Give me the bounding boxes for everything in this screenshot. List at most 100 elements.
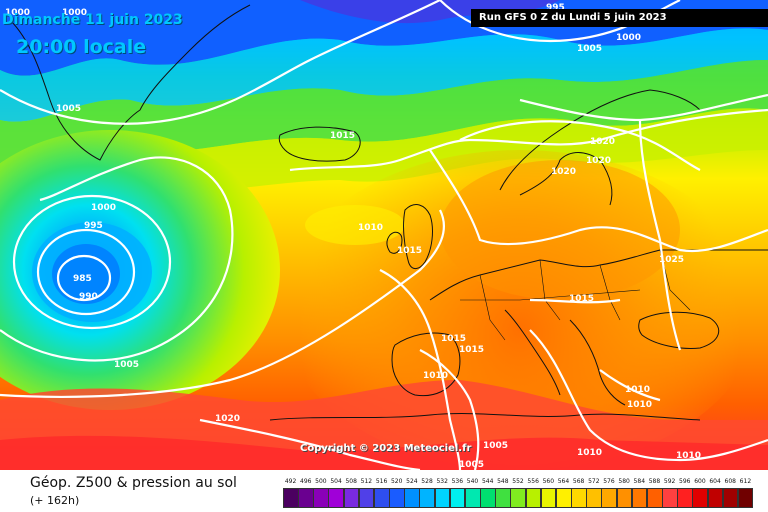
scale-swatch [646, 488, 663, 508]
scale-tick-label: 580 [618, 478, 630, 485]
scale-swatch [631, 488, 648, 508]
scale-swatch [540, 488, 557, 508]
scale-swatch [662, 488, 678, 508]
legend-title: Géop. Z500 & pression au sol [30, 475, 237, 491]
scale-tick-label: 548 [497, 478, 509, 485]
scale-swatch [358, 488, 375, 508]
coastlines [9, 4, 768, 421]
scale-swatch [389, 488, 405, 508]
isobar-label: 1015 [397, 246, 422, 256]
isobar-label: 1025 [659, 255, 684, 265]
scale-tick-label: 528 [421, 478, 433, 485]
isobar-label: 995 [546, 3, 565, 13]
forecast-date: Dimanche 11 juin 2023 [2, 12, 183, 28]
scale-tick-label: 576 [603, 478, 615, 485]
scale-swatch [707, 488, 724, 508]
scale-tick-label: 536 [451, 478, 464, 485]
isobar-label: 1000 [5, 8, 30, 18]
scale-tick-label: 496 [300, 478, 312, 485]
scale-tick-label: 512 [360, 478, 373, 485]
scale-swatch [616, 488, 633, 508]
isobar-label: 1015 [441, 334, 466, 344]
scale-swatch [298, 488, 314, 508]
isobar-label: 1020 [215, 414, 240, 424]
isobar-label: 1005 [577, 44, 602, 54]
scale-swatch [343, 488, 360, 508]
scale-tick-label: 524 [406, 478, 418, 485]
isobar-label: 1005 [459, 460, 484, 470]
scale-tick-label: 568 [572, 478, 585, 485]
color-scale: 492 496 500 504 508 512 516 520 524 528 532 536 540 5… [283, 478, 754, 512]
scale-tick-label: 584 [633, 478, 646, 485]
scale-tick-label: 588 [648, 478, 661, 485]
legend-bar: Géop. Z500 & pression au sol (+ 162h) 49… [0, 470, 768, 512]
legend-subtitle: (+ 162h) [30, 494, 80, 507]
scale-swatch [677, 488, 693, 508]
scale-swatch [449, 488, 466, 508]
isobar-label: 1010 [358, 223, 383, 233]
isobar-label: 1015 [330, 131, 355, 141]
scale-swatch [328, 488, 345, 508]
scale-swatch [510, 488, 527, 508]
isobar-label: 1020 [590, 137, 615, 147]
scale-tick-label: 520 [390, 478, 403, 485]
scale-tick-label: 516 [375, 478, 388, 485]
isobar-label: 1005 [483, 441, 508, 451]
scale-tick-label: 608 [724, 478, 736, 485]
scale-tick-label: 504 [330, 478, 342, 485]
isobars [0, 0, 768, 470]
model-run-label: Run GFS 0 Z du Lundi 5 juin 2023 [471, 9, 768, 27]
scale-swatch [434, 488, 451, 508]
scale-swatch [692, 488, 708, 508]
scale-swatch [571, 488, 587, 508]
scale-tick-label: 532 [436, 478, 448, 485]
scale-swatch [555, 488, 572, 508]
isobar-label: 1005 [56, 104, 81, 114]
isobar-label: 1000 [91, 203, 116, 213]
isobar-label: 1010 [625, 385, 650, 395]
isobar-label: 1010 [676, 451, 701, 461]
scale-tick-label: 492 [284, 478, 297, 485]
scale-swatch [586, 488, 602, 508]
isobar-label: 985 [73, 274, 92, 284]
forecast-time: 20:00 locale [16, 36, 147, 58]
copyright-notice: Copyright © 2023 Meteociel.fr [300, 443, 472, 454]
scale-swatch [419, 488, 436, 508]
scale-tick-label: 604 [709, 478, 721, 485]
isobar-label: 1010 [577, 448, 602, 458]
scale-swatch [373, 488, 390, 508]
weather-map: 1000 1000 995 1005 1000 1005 1015 1020 1020 1020 1… [0, 0, 768, 470]
isobar-label: 1015 [459, 345, 484, 355]
scale-swatch [737, 488, 754, 508]
scale-tick-label: 552 [512, 478, 524, 485]
isobar-label: 1020 [586, 156, 611, 166]
isobar-label: 1015 [569, 294, 594, 304]
scale-swatch [283, 488, 299, 508]
scale-tick-label: 544 [481, 478, 494, 485]
isobar-label: 1000 [616, 33, 641, 43]
scale-tick-label: 556 [527, 478, 539, 485]
scale-tick-label: 540 [466, 478, 479, 485]
scale-swatch [313, 488, 329, 508]
scale-tick-label: 600 [694, 478, 706, 485]
scale-tick-label: 564 [557, 478, 570, 485]
scale-swatch [464, 488, 481, 508]
pressure-labels: 1000 1000 995 1005 1000 1005 1015 1020 1020 1020 1… [5, 3, 701, 470]
scale-tick-label: 592 [663, 478, 676, 485]
scale-swatch [495, 488, 511, 508]
scale-tick-label: 596 [679, 478, 691, 485]
geopotential-field: 1000 1000 995 1005 1000 1005 1015 1020 1020 1020 1… [0, 0, 768, 470]
scale-tick-label: 572 [588, 478, 600, 485]
scale-tick-label: 508 [345, 478, 357, 485]
scale-swatch [525, 488, 542, 508]
scale-swatch [601, 488, 618, 508]
isobar-label: 1020 [551, 167, 576, 177]
scale-swatch [404, 488, 420, 508]
isobar-label: 1000 [62, 8, 87, 18]
isobar-label: 1005 [114, 360, 139, 370]
scale-tick-label: 612 [739, 478, 752, 485]
scale-tick-label: 500 [315, 478, 327, 485]
scale-swatch [722, 488, 739, 508]
scale-swatch [480, 488, 496, 508]
